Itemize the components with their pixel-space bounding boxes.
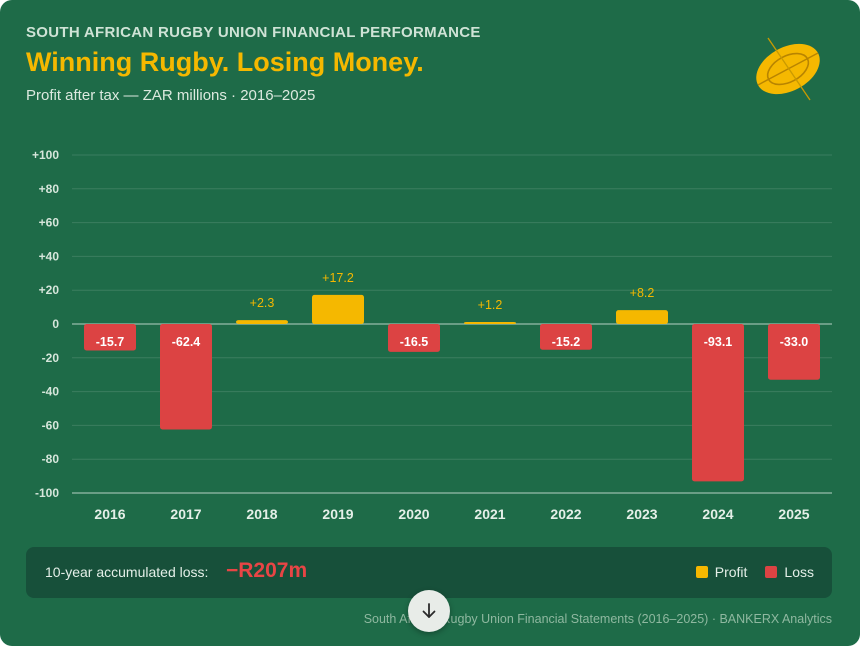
data-label-2017: -62.4 xyxy=(172,335,201,349)
x-tick-label: 2016 xyxy=(94,506,125,522)
bar-2022 xyxy=(540,324,592,350)
bar-2025 xyxy=(768,324,820,380)
bar-chart: +100 +80 +60 +40 +20 0 -20 -40 -60 -80 -100 -15.7 20… xyxy=(32,148,832,522)
x-tick-label: 2022 xyxy=(550,506,581,522)
chart-title: Winning Rugby. Losing Money. xyxy=(26,47,424,77)
bar-2021 xyxy=(464,321,516,324)
y-tick-label: -20 xyxy=(42,351,60,365)
bar-2016 xyxy=(84,324,136,351)
bar-2019 xyxy=(312,294,364,324)
x-tick-label: 2019 xyxy=(322,506,353,522)
y-tick-label: +40 xyxy=(39,249,60,263)
bar-2024 xyxy=(692,324,744,482)
data-label-2021: +1.2 xyxy=(478,298,503,312)
arrow-down-icon xyxy=(422,603,436,618)
chart-kicker: SOUTH AFRICAN RUGBY UNION FINANCIAL PERF… xyxy=(26,24,481,41)
y-tick-label: -40 xyxy=(42,385,60,399)
scroll-down-button[interactable] xyxy=(408,590,450,632)
x-tick-label: 2025 xyxy=(778,506,809,522)
data-label-2018: +2.3 xyxy=(250,296,275,310)
data-label-2023: +8.2 xyxy=(630,286,655,300)
bar-2023 xyxy=(616,310,668,324)
legend-item-profit: Profit xyxy=(695,564,748,580)
data-label-2016: -15.7 xyxy=(96,335,125,349)
bar-2017 xyxy=(160,324,212,430)
legend: Profit Loss xyxy=(695,564,814,580)
bar-2020 xyxy=(388,324,440,352)
y-tick-label: +80 xyxy=(39,182,60,196)
legend-item-loss: Loss xyxy=(765,564,814,580)
data-label-2024: -93.1 xyxy=(704,335,733,349)
legend-swatch-profit xyxy=(695,566,708,578)
x-tick-label: 2023 xyxy=(626,506,657,522)
data-label-2022: -15.2 xyxy=(552,335,581,349)
data-label-2019: +17.2 xyxy=(322,271,354,285)
chart-subtitle: Profit after tax — ZAR millions · 2016–2… xyxy=(26,87,316,104)
x-tick-label: 2021 xyxy=(474,506,505,522)
legend-label-loss: Loss xyxy=(784,564,814,580)
y-tick-label: -100 xyxy=(35,486,59,500)
data-label-2020: -16.5 xyxy=(400,335,429,349)
legend-swatch-loss xyxy=(765,566,778,578)
source-note: South African Rugby Union Financial Stat… xyxy=(363,612,832,626)
legend-label-profit: Profit xyxy=(714,564,748,580)
y-tick-label: -60 xyxy=(42,418,60,432)
y-tick-label: +20 xyxy=(39,283,60,297)
x-tick-label: 2017 xyxy=(170,506,201,522)
x-tick-label: 2018 xyxy=(246,506,277,522)
accumulated-loss-label: 10-year accumulated loss: xyxy=(45,564,209,580)
data-label-2025: -33.0 xyxy=(780,335,809,349)
x-tick-label: 2024 xyxy=(702,506,733,522)
x-tick-label: 2020 xyxy=(398,506,429,522)
y-tick-label: +100 xyxy=(32,148,59,162)
summary-bar: 10-year accumulated loss: −R207m Profit … xyxy=(26,547,832,598)
y-tick-label: +60 xyxy=(39,216,60,230)
bar-2018 xyxy=(236,320,288,324)
y-tick-label: 0 xyxy=(52,317,59,331)
y-tick-label: -80 xyxy=(42,452,60,466)
accumulated-loss-value: −R207m xyxy=(226,559,308,582)
rugby-ball-icon xyxy=(756,37,820,101)
